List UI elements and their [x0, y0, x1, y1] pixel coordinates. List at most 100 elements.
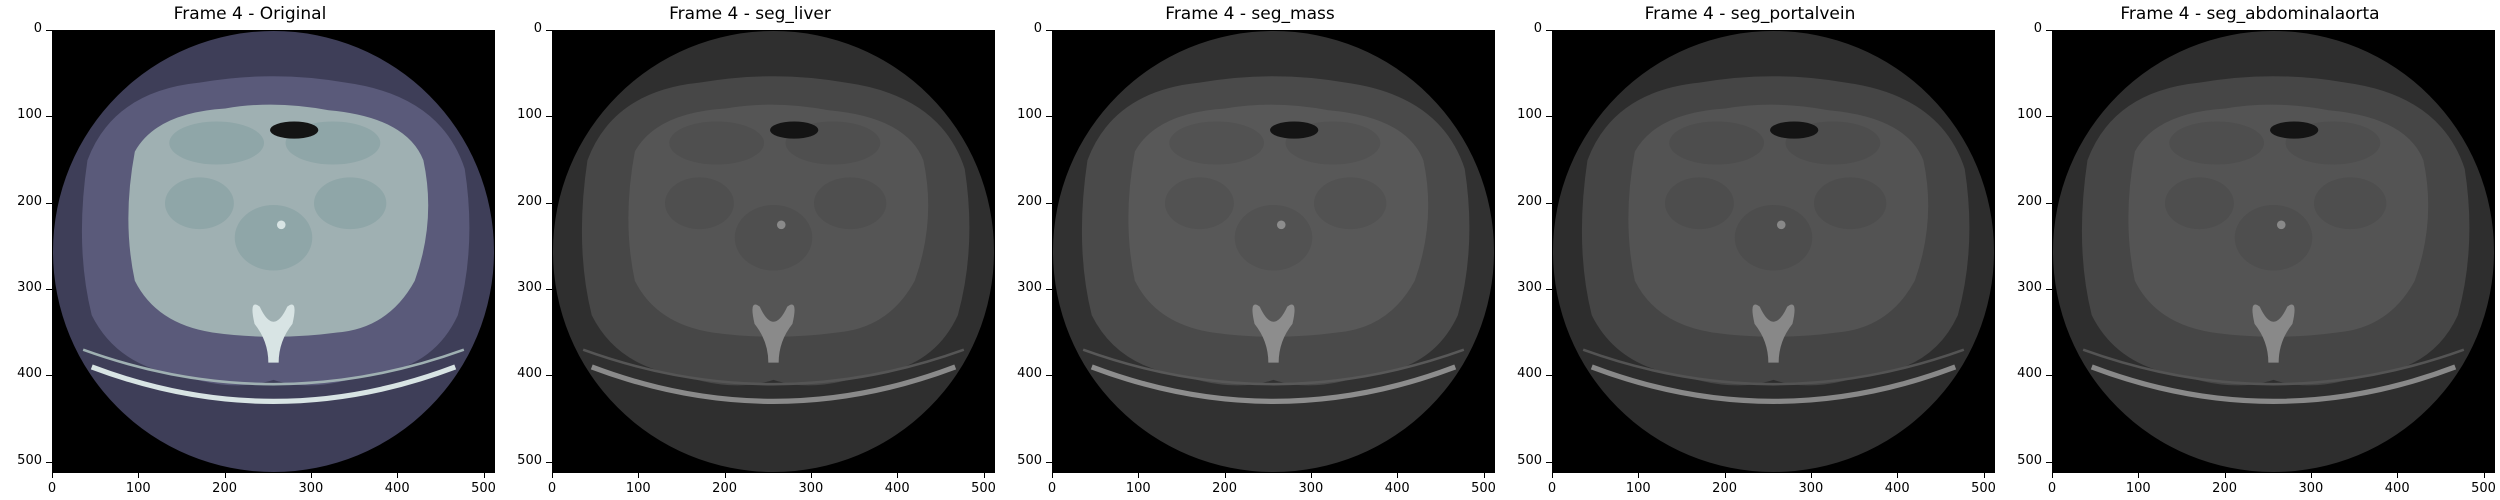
ct-image-axes [552, 30, 995, 473]
x-tick-label: 500 [1471, 481, 1496, 496]
bowel-gas [270, 121, 319, 139]
y-tick-mark [2046, 288, 2052, 291]
x-tick-mark [1810, 472, 1813, 478]
y-tick-mark [546, 116, 552, 118]
x-tick-mark [2052, 472, 2054, 478]
scanner-table [1090, 364, 1457, 404]
x-tick-mark [138, 472, 140, 478]
x-tick-mark [724, 472, 726, 478]
x-tick-mark [1483, 472, 1485, 478]
spinous-process [1252, 304, 1295, 363]
x-tick-mark [1310, 472, 1313, 478]
x-tick-mark [2138, 472, 2140, 478]
bowel-loop [2164, 177, 2234, 230]
y-tick-mark [1546, 461, 1552, 463]
scanner-table [2090, 364, 2457, 404]
x-tick-mark [983, 472, 985, 478]
x-tick-mark [1552, 472, 1554, 478]
y-tick-label: 200 [1517, 193, 1542, 209]
x-tick-mark [397, 472, 399, 478]
y-tick-mark [546, 461, 552, 463]
bowel-loop [664, 177, 734, 230]
bowel-loop [813, 177, 887, 230]
y-tick-label: 300 [517, 279, 542, 295]
x-tick-label: 200 [2212, 481, 2237, 496]
x-tick-label: 0 [547, 481, 557, 496]
y-tick-mark [546, 202, 552, 204]
x-tick-label: 500 [471, 481, 496, 496]
ct-image-axes [1052, 30, 1495, 473]
y-tick-label: 400 [1517, 366, 1542, 382]
ct-slice-image [53, 31, 494, 472]
y-tick-label: 300 [2017, 279, 2042, 295]
x-tick-mark [52, 472, 54, 478]
y-tick-mark [2046, 30, 2052, 32]
y-tick-mark [2046, 461, 2052, 463]
y-tick-mark [2046, 116, 2052, 118]
ct-image-axes [2052, 30, 2495, 473]
bowel-loop [1164, 177, 1234, 230]
bowel-loop [1813, 177, 1887, 230]
panel-title: Frame 4 - seg_mass [1165, 4, 1335, 24]
x-tick-mark [2224, 472, 2226, 478]
x-tick-mark [1983, 472, 1985, 478]
x-tick-mark [483, 472, 485, 478]
spinous-process [1752, 304, 1795, 363]
x-tick-label: 0 [1047, 481, 1057, 496]
scanner-table-edge [2082, 348, 2465, 386]
ct-image-axes [1552, 30, 1995, 473]
y-tick-label: 200 [17, 193, 42, 209]
vertebral-body [734, 204, 813, 271]
y-tick-mark [46, 116, 52, 118]
x-tick-mark [224, 472, 226, 478]
x-tick-label: 200 [1212, 481, 1237, 496]
x-tick-label: 300 [1298, 481, 1324, 496]
y-tick-mark [46, 461, 52, 463]
y-tick-mark [1046, 288, 1052, 291]
x-tick-label: 0 [47, 481, 57, 496]
y-tick-label: 0 [1533, 21, 1542, 36]
vertebral-body [1734, 204, 1813, 271]
bowel-gas [1770, 121, 1819, 139]
bowel-loop [1169, 121, 1265, 165]
bowel-gas [2270, 121, 2319, 139]
x-tick-label: 500 [1971, 481, 1996, 496]
y-tick-mark [46, 30, 52, 32]
vertebral-body [234, 204, 313, 271]
x-tick-label: 200 [1712, 481, 1737, 496]
ct-slice-image [1553, 31, 1994, 472]
image-panel: Frame 4 - seg_abdominalaorta 0 100 200 300 40… [2000, 0, 2500, 500]
bowel-gas [770, 121, 819, 139]
x-tick-mark [1052, 472, 1054, 478]
x-tick-label: 400 [384, 481, 410, 496]
image-panel: Frame 4 - seg_mass 0 100 200 300 400 500 0 100 20… [1000, 0, 1500, 500]
scanner-table-edge [1582, 348, 1965, 386]
y-tick-label: 500 [1517, 452, 1542, 468]
y-tick-mark [2046, 202, 2052, 204]
ct-slice-image [2053, 31, 2494, 472]
y-tick-mark [46, 202, 52, 204]
x-tick-label: 0 [2047, 481, 2057, 496]
y-tick-mark [1046, 202, 1052, 204]
vertebral-body [2234, 204, 2313, 271]
y-tick-label: 400 [1017, 366, 1042, 382]
x-tick-label: 100 [2125, 481, 2151, 496]
y-tick-label: 0 [533, 21, 542, 36]
x-tick-mark [1638, 472, 1640, 478]
x-tick-label: 0 [1547, 481, 1557, 496]
scanner-table-edge [582, 348, 965, 386]
aorta-calcification [1276, 220, 1286, 230]
y-tick-label: 200 [1017, 193, 1042, 209]
x-tick-mark [638, 472, 640, 478]
y-tick-label: 400 [517, 366, 542, 382]
panel-title: Frame 4 - Original [173, 4, 327, 24]
y-tick-mark [546, 30, 552, 32]
y-tick-label: 100 [2017, 107, 2042, 123]
spinous-process [752, 304, 795, 363]
bowel-loop [164, 177, 234, 230]
y-tick-label: 500 [17, 452, 42, 468]
x-tick-mark [552, 472, 554, 478]
y-tick-mark [1046, 461, 1052, 463]
panel-title: Frame 4 - seg_liver [669, 4, 831, 24]
x-tick-label: 300 [2298, 481, 2324, 496]
